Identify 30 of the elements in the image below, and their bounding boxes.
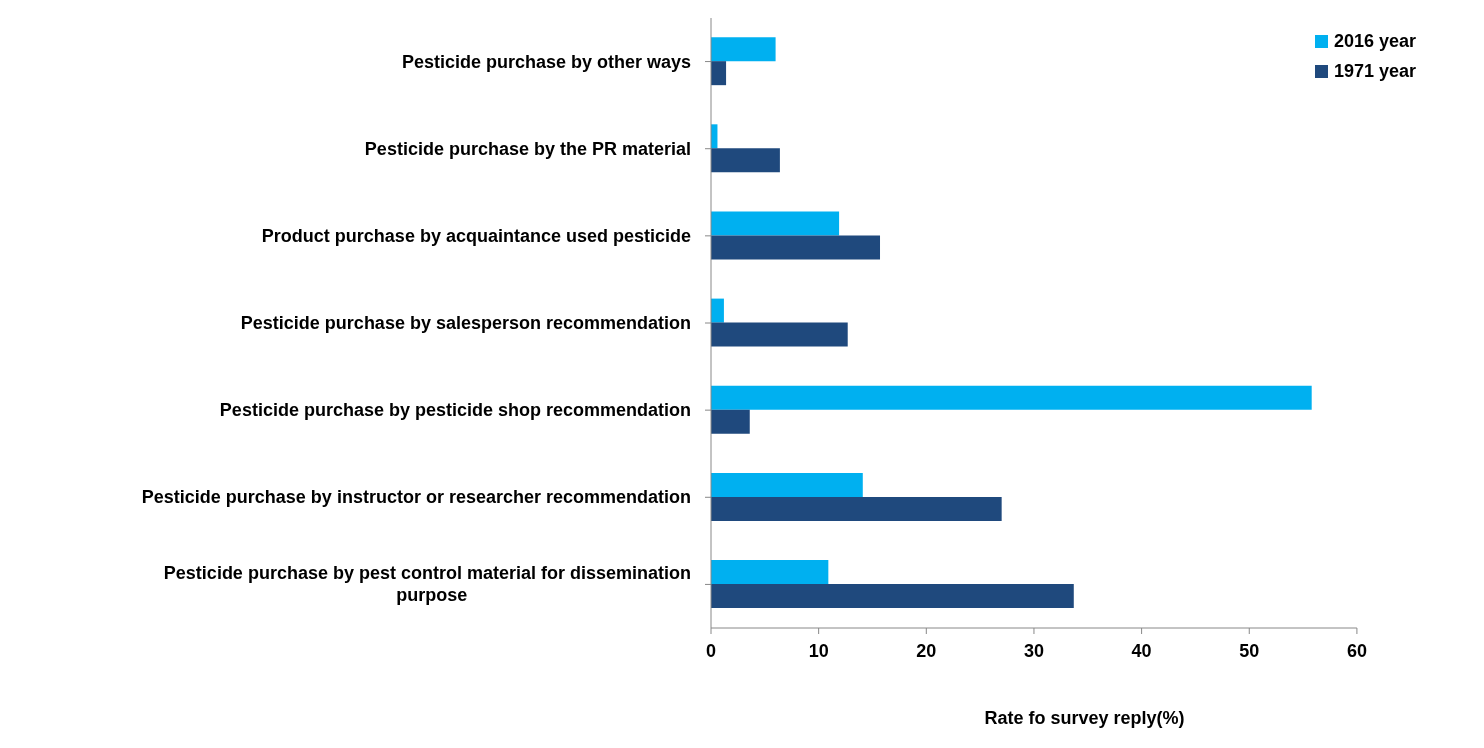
x-axis-title: Rate fo survey reply(%) [983, 708, 1186, 729]
bar [711, 584, 1074, 609]
bar [711, 472, 863, 497]
bar [711, 37, 776, 62]
bar [711, 235, 881, 260]
y-tick-label: Product purchase by acquaintance used pesticide [261, 225, 691, 246]
y-tick-label: Pesticide purchase by pesticide shop recommendation [219, 400, 691, 421]
bar [711, 211, 840, 236]
x-tick-label: 40 [1131, 640, 1152, 661]
legend-label: 2016 year [1333, 30, 1416, 53]
y-tick-label: Pesticide purchase by instructor or researcher recommendation [141, 487, 691, 508]
bar [711, 322, 848, 347]
x-tick-label: 60 [1346, 640, 1367, 661]
bar [711, 61, 727, 86]
x-tick-label: 0 [705, 640, 717, 661]
bar [711, 496, 1002, 521]
bar [711, 409, 750, 434]
bar [711, 385, 1312, 410]
legend-label: 1971 year [1333, 60, 1416, 83]
bar [711, 148, 780, 173]
x-tick-label: 10 [808, 640, 829, 661]
y-tick-label: Pesticide purchase by the PR material [364, 138, 691, 159]
y-tick-label: Pesticide purchase by other ways [401, 51, 691, 72]
x-tick-label: 50 [1239, 640, 1260, 661]
x-tick-label: 20 [916, 640, 937, 661]
y-tick-label: Pesticide purchase by salesperson recommendation [240, 313, 691, 333]
bar [711, 298, 724, 323]
x-tick-label: 30 [1023, 640, 1044, 661]
y-tick-label: Pesticide purchase by pest control material for dissemination purpose [163, 563, 691, 606]
bar [711, 560, 829, 585]
